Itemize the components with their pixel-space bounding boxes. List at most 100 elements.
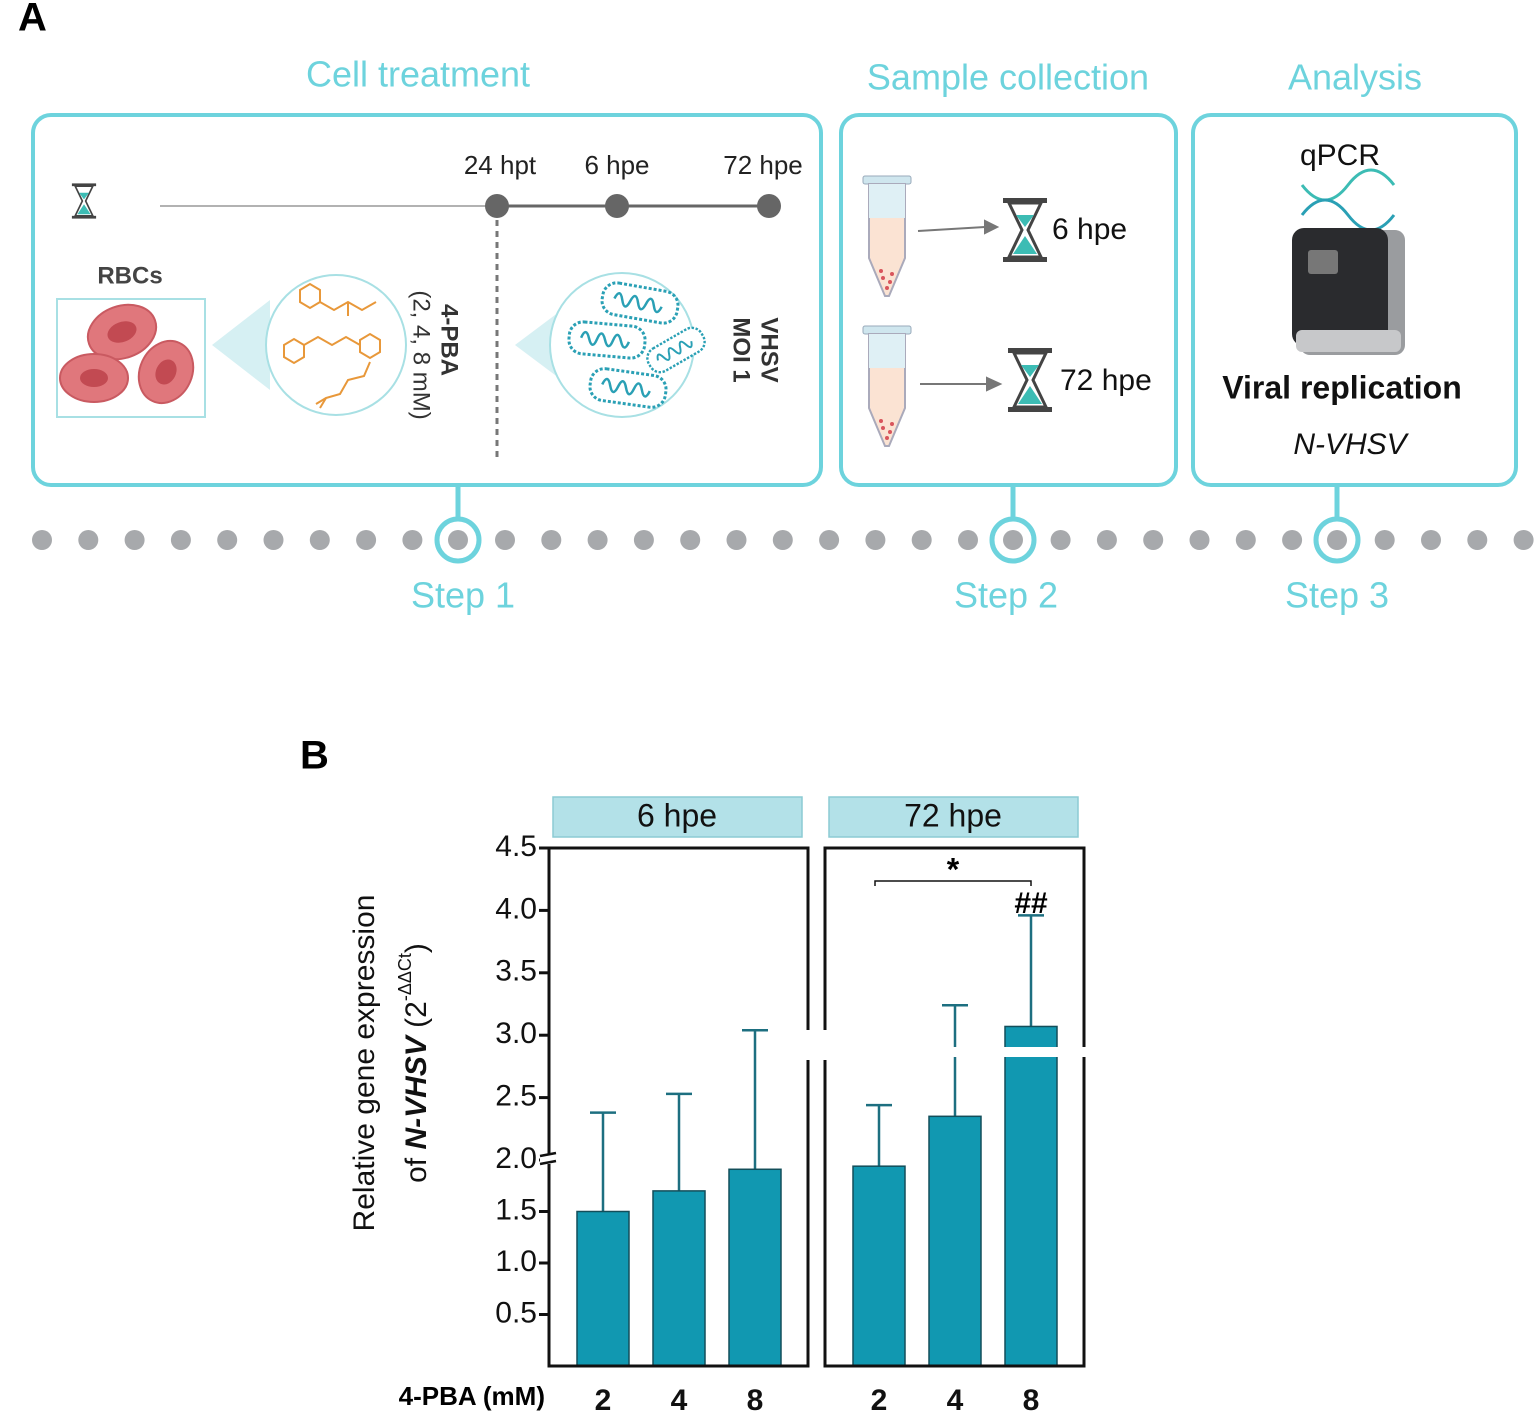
tube [862, 325, 912, 447]
gene-label: N-VHSV [1293, 428, 1409, 461]
tube [862, 175, 912, 297]
virion [566, 319, 648, 361]
y-tick-label: 1.0 [495, 1245, 537, 1278]
hourglass-icon [1001, 196, 1049, 264]
facet-header [828, 796, 1079, 838]
track-dot [1282, 530, 1303, 550]
track-dot [217, 530, 238, 550]
timeline-point [605, 194, 629, 218]
method-label: qPCR [1300, 139, 1380, 172]
track-dot [1235, 530, 1256, 550]
y-axis-label: of N-VHSV (2-ΔΔCt) [395, 943, 433, 1183]
track-dot [170, 530, 191, 550]
zoom-circle [265, 274, 407, 416]
y-axis-label-part: Relative gene expression [348, 895, 381, 1232]
bar [928, 1115, 982, 1367]
section-box [839, 113, 1178, 487]
axis-break [539, 1151, 557, 1158]
bar [852, 1165, 906, 1367]
section-box [31, 113, 823, 487]
timeline-label: 24 hpt [464, 150, 537, 180]
track-dot [263, 530, 284, 550]
timeline-point [757, 194, 781, 218]
dose-label: (2, 4, 8 mM) [408, 290, 435, 419]
step-dots [32, 530, 1534, 550]
timeline-point [485, 194, 509, 218]
facet-title: 6 hpe [637, 797, 717, 833]
collection-label: 6 hpe [1052, 213, 1127, 246]
panel-label: B [300, 734, 329, 778]
hourglass-icon [1006, 346, 1054, 414]
track-dot [356, 530, 377, 550]
zoom-wedge [212, 300, 270, 390]
track-dot [309, 530, 330, 550]
track-dot [1374, 530, 1395, 550]
y-tick-label: 2.0 [495, 1142, 537, 1175]
section-title: Cell treatment [306, 54, 530, 95]
track-dot [32, 530, 52, 550]
y-tick-label: 0.5 [495, 1296, 537, 1329]
y-tick-label: 4.0 [495, 892, 537, 925]
track-dot [633, 530, 654, 550]
track-dot [124, 530, 145, 550]
bar [652, 1190, 706, 1367]
y-tick-label: 2.5 [495, 1080, 537, 1113]
collection-label: 72 hpe [1060, 364, 1152, 397]
track-dot [541, 530, 562, 550]
axis-break [539, 1159, 557, 1166]
virus-dose-label: MOI 1 [728, 317, 755, 382]
track-dot [1421, 530, 1441, 550]
track-dot [1143, 530, 1164, 550]
facet-header [552, 796, 803, 838]
y-tick-label: 3.0 [495, 1017, 537, 1050]
qpcr-machine [1292, 228, 1405, 355]
y-axis-label: Relative gene expression [348, 895, 381, 1232]
x-tick-label: 2 [871, 1384, 888, 1417]
track-dot [402, 530, 423, 550]
significance-label: ## [1014, 887, 1048, 920]
axis-break [800, 1030, 830, 1060]
track-dot [1096, 530, 1117, 550]
y-axis-label-part: of [400, 1157, 433, 1183]
y-axis-label-part: ) [400, 943, 433, 953]
y-axis-label-part: -ΔΔCt [395, 953, 415, 1001]
x-tick-label: 2 [595, 1384, 612, 1417]
section-box [1191, 113, 1518, 487]
x-tick-label: 8 [747, 1384, 764, 1417]
bar [728, 1168, 782, 1367]
step-label: Step 3 [1285, 575, 1389, 616]
track-dot [958, 530, 978, 550]
compound-label: 4-PBA [436, 304, 463, 376]
virus-label: VHSV [756, 317, 783, 382]
y-tick-label: 3.5 [495, 955, 537, 988]
significance-label: * [947, 851, 960, 887]
track-dot [1189, 530, 1210, 550]
dna-icon [1300, 168, 1396, 232]
track-dot [587, 530, 608, 550]
readout-label: Viral replication [1222, 369, 1462, 405]
step-markers [434, 485, 1361, 564]
x-tick-label: 4 [947, 1384, 964, 1417]
track-dot [1513, 530, 1534, 550]
arrow [917, 219, 1003, 392]
x-tick-label: 4 [671, 1384, 688, 1417]
cells-illustration [59, 303, 195, 405]
track-dot [78, 530, 99, 550]
bar [576, 1210, 630, 1367]
plot-frame [547, 846, 810, 1368]
y-axis-label-part: N-VHSV [400, 1033, 433, 1149]
plot-frame [823, 846, 1086, 1368]
track-dot [911, 530, 932, 550]
section-title: Analysis [1288, 57, 1422, 98]
step-label: Step 1 [411, 575, 515, 616]
y-tick-label: 1.5 [495, 1193, 537, 1226]
cells-label: RBCs [97, 262, 162, 289]
hourglass-icon [71, 182, 97, 220]
axis-break [818, 1047, 1086, 1057]
track-dot [495, 530, 515, 550]
track-dot [1467, 530, 1488, 550]
x-tick-label: 8 [1023, 1384, 1040, 1417]
y-axis-label-part: (2 [400, 1001, 433, 1028]
significance-bracket [874, 880, 1032, 886]
